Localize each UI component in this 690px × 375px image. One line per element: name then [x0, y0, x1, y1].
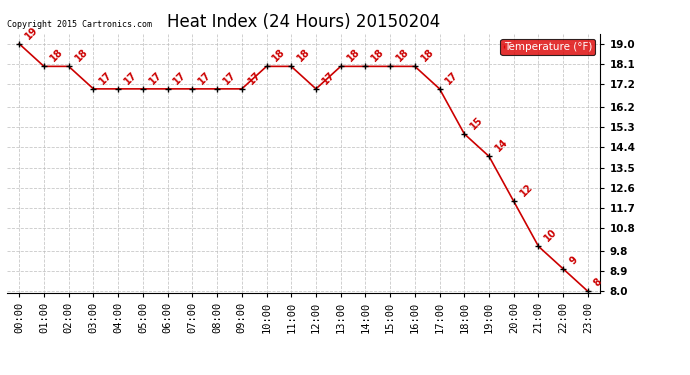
Text: 19: 19 [23, 24, 40, 41]
Text: Copyright 2015 Cartronics.com: Copyright 2015 Cartronics.com [7, 20, 152, 28]
Text: 17: 17 [246, 69, 263, 86]
Text: 18: 18 [394, 47, 411, 64]
Text: 12: 12 [518, 182, 535, 199]
Text: 8: 8 [592, 277, 604, 289]
Text: 18: 18 [48, 47, 65, 64]
Text: 17: 17 [172, 69, 188, 86]
Text: 14: 14 [493, 137, 510, 154]
Text: 15: 15 [469, 114, 485, 131]
Text: 17: 17 [197, 69, 213, 86]
Text: 17: 17 [444, 69, 460, 86]
Title: Heat Index (24 Hours) 20150204: Heat Index (24 Hours) 20150204 [167, 13, 440, 31]
Text: 17: 17 [97, 69, 115, 86]
Text: 10: 10 [542, 227, 560, 244]
Text: 18: 18 [370, 47, 386, 64]
Text: 17: 17 [221, 69, 238, 86]
Text: 18: 18 [419, 47, 435, 64]
Text: 18: 18 [345, 47, 362, 64]
Text: 18: 18 [270, 47, 287, 64]
Text: 9: 9 [567, 254, 579, 266]
Text: 17: 17 [147, 69, 164, 86]
Text: 17: 17 [122, 69, 139, 86]
Text: 17: 17 [320, 69, 337, 86]
Text: 18: 18 [295, 47, 312, 64]
Legend: Temperature (°F): Temperature (°F) [500, 39, 595, 55]
Text: 18: 18 [73, 47, 90, 64]
